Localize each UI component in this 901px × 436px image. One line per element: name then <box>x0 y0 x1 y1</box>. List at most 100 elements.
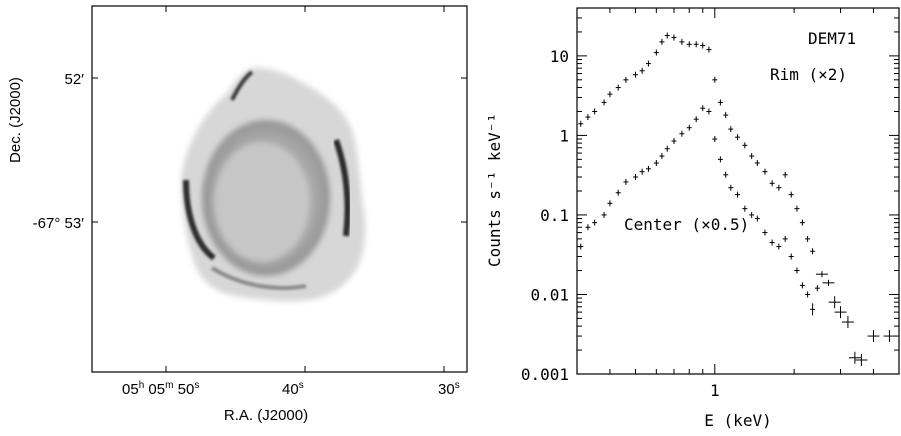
data-point <box>632 173 638 180</box>
data-point <box>671 138 677 145</box>
data-point <box>762 168 768 175</box>
spectrum-tick-labels: 0.001 0.01 0.1 1 10 1 <box>521 47 720 400</box>
image-axis-ticks <box>92 6 467 372</box>
rim-arc-south <box>210 266 307 290</box>
spectrum-axis-ticks <box>577 7 899 375</box>
y-tick-label: 1 <box>559 126 569 145</box>
data-point <box>742 205 748 212</box>
ra-tick-0550: 05h 05m 50s <box>122 380 199 398</box>
y-tick-label: 10 <box>550 47 569 66</box>
data-point <box>742 142 748 149</box>
data-point <box>810 248 816 255</box>
data-point <box>585 224 591 231</box>
remnant-core <box>214 142 310 262</box>
data-point <box>623 178 629 185</box>
center-series <box>578 105 896 366</box>
data-point <box>645 60 651 67</box>
data-point <box>607 200 613 207</box>
dec-axis-label: Dec. (J2000) <box>7 77 24 163</box>
data-point <box>607 91 613 98</box>
data-point <box>615 189 621 196</box>
data-point <box>601 211 607 218</box>
data-point <box>700 42 706 49</box>
y-tick-label: 0.1 <box>540 206 569 225</box>
rim-arc-west <box>183 179 216 261</box>
data-point <box>749 211 755 218</box>
data-point <box>592 108 598 115</box>
data-point <box>717 99 723 106</box>
data-point <box>815 271 828 278</box>
rim-series-label: Rim (×2) <box>770 65 847 84</box>
remnant-image <box>181 67 366 302</box>
data-point <box>659 153 665 160</box>
data-point <box>805 291 811 298</box>
data-point <box>762 229 768 236</box>
data-point <box>867 330 880 343</box>
data-point <box>782 171 788 178</box>
data-point <box>782 235 788 242</box>
data-point <box>592 219 598 226</box>
y-tick-label: 0.001 <box>521 365 569 384</box>
data-point <box>578 120 584 127</box>
data-point <box>653 159 659 166</box>
data-point <box>706 46 712 53</box>
data-point <box>679 38 685 45</box>
data-point <box>717 156 723 163</box>
data-point <box>686 41 692 48</box>
data-point <box>794 267 800 274</box>
data-point <box>639 67 645 74</box>
data-point <box>728 184 734 191</box>
spectrum-panel: 0.001 0.01 0.1 1 10 1 DEM71 Rim (×2) Center (… <box>485 7 900 430</box>
data-point <box>653 49 659 56</box>
x-tick-label: 1 <box>710 381 720 400</box>
data-point <box>841 316 854 329</box>
data-point <box>799 219 805 226</box>
data-point <box>664 145 670 152</box>
data-point <box>749 153 755 160</box>
data-point <box>788 191 794 198</box>
data-point <box>754 215 760 222</box>
data-point <box>754 159 760 166</box>
data-point <box>645 165 651 172</box>
data-point <box>578 243 584 250</box>
data-point <box>679 130 685 137</box>
data-point <box>706 108 712 115</box>
data-point <box>700 105 706 112</box>
data-point <box>735 191 741 198</box>
dec-tick-52: 52′ <box>65 71 85 88</box>
data-point <box>623 76 629 83</box>
data-point <box>883 330 896 343</box>
data-point <box>834 306 847 319</box>
data-point <box>828 296 841 309</box>
data-point <box>728 126 734 133</box>
data-point <box>712 136 718 143</box>
ra-tick-40s: 40s <box>282 380 304 398</box>
dec-tick-67-53: -67° 53′ <box>33 215 85 232</box>
rim-series <box>578 32 816 255</box>
data-point <box>855 353 868 366</box>
data-point <box>769 180 775 187</box>
spectrum-frame <box>576 7 900 375</box>
data-point <box>712 76 718 83</box>
data-point <box>848 351 861 364</box>
ra-axis-label: R.A. (J2000) <box>224 407 308 424</box>
rim-arc-north <box>230 70 254 101</box>
data-point <box>615 84 621 91</box>
data-point <box>769 239 775 246</box>
data-point <box>632 71 638 78</box>
energy-axis-label: E (keV) <box>704 411 771 430</box>
data-point <box>776 243 782 250</box>
data-point <box>788 253 794 260</box>
data-point <box>822 279 835 286</box>
data-point <box>664 32 670 39</box>
data-point <box>639 168 645 175</box>
spectrum-title: DEM71 <box>808 29 856 48</box>
data-point <box>601 99 607 106</box>
ra-tick-30s: 30s <box>438 380 460 398</box>
data-point <box>799 282 805 289</box>
data-point <box>693 116 699 123</box>
center-series-label: Center (×0.5) <box>624 215 749 234</box>
data-point <box>659 38 665 45</box>
data-point <box>723 171 729 178</box>
